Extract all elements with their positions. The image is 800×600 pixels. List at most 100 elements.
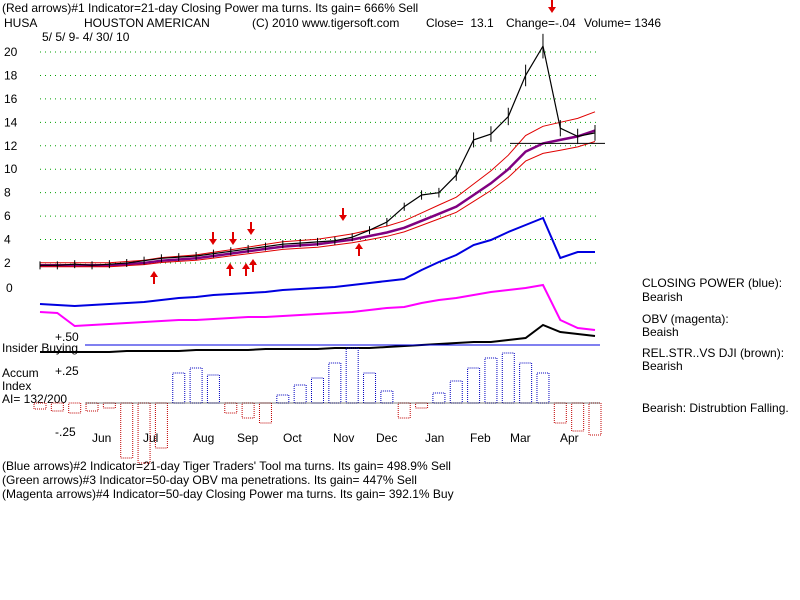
accum-bar	[415, 402, 429, 409]
accum-bar	[328, 362, 342, 404]
indicator-2-caption: (Blue arrows)#2 Indicator=21-day Tiger T…	[2, 459, 451, 473]
y-tick-label-18: 18	[4, 68, 18, 82]
accum-bar	[50, 402, 64, 412]
y-tick-label-14: 14	[4, 115, 18, 129]
obv-value: Beaish	[642, 325, 679, 339]
buy-arrow	[226, 263, 234, 276]
accum-bar	[345, 347, 359, 404]
accum-bar	[224, 402, 238, 414]
x-axis-months: Jun Jul Aug Sep Oct Nov Dec Jan Feb Mar Apr	[92, 431, 579, 445]
arrow-head	[150, 271, 158, 277]
date-range: 5/ 5/ 9- 4/ 30/ 10	[42, 30, 130, 44]
accum-bar	[311, 377, 324, 404]
accum-bar	[120, 402, 134, 459]
closing-power-value: Bearish	[642, 290, 683, 304]
close-value: Close= 13.1	[426, 16, 494, 30]
price-close-line	[40, 44, 596, 266]
buy-arrow	[249, 259, 257, 272]
grid-lines	[40, 51, 600, 264]
month-label-jun: Jun	[92, 431, 111, 445]
indicator-4-caption: (Magenta arrows)#4 Indicator=50-day Clos…	[2, 487, 454, 501]
accum-bar	[432, 392, 446, 404]
sell-arrow	[209, 232, 217, 245]
price-series	[39, 33, 596, 270]
closing-power-title: CLOSING POWER (blue):	[642, 276, 783, 290]
change-value: Change=-.04	[506, 16, 576, 30]
accum-bar	[33, 402, 47, 410]
indicator-3-caption: (Green arrows)#3 Indicator=50-day OBV ma…	[2, 473, 417, 487]
closing-power-line	[39, 216, 595, 308]
obv-title: OBV (magenta):	[642, 312, 729, 326]
accum-index-histogram	[33, 347, 602, 464]
ai-label: AI= 132/200	[2, 392, 68, 406]
lower-band-line	[40, 141, 596, 268]
rel-strength-title: REL.STR..VS DJI (brown):	[642, 346, 785, 360]
moving-averages	[40, 111, 605, 268]
y-tick-label-8: 8	[4, 186, 11, 200]
accum-bar	[449, 380, 463, 404]
sell-arrow	[229, 232, 237, 245]
arrow-head	[249, 259, 257, 265]
accum-bar	[571, 402, 585, 432]
month-label-nov: Nov	[333, 431, 354, 445]
accum-bar	[501, 352, 515, 404]
accum-bar	[397, 402, 411, 419]
month-label-apr: Apr	[560, 431, 579, 445]
arrow-head	[229, 239, 237, 245]
buy-arrow	[242, 263, 250, 276]
month-label-aug: Aug	[193, 431, 214, 445]
zero-label: 0	[6, 281, 13, 295]
y-tick-label-10: 10	[4, 162, 18, 176]
arrow-head	[247, 229, 255, 235]
y-tick-label-6: 6	[4, 209, 11, 223]
accum-bar	[206, 374, 220, 404]
y-tick-label-4: 4	[4, 233, 11, 247]
arrow-head	[548, 7, 556, 13]
y-tick-label-20: 20	[4, 45, 18, 59]
month-label-dec: Dec	[376, 431, 397, 445]
rel-strength-value: Bearish	[642, 359, 683, 373]
rel-strength-line	[40, 323, 596, 353]
y-axis-ticks: 20 18 16 14 12 10 8 6 4 2	[4, 45, 18, 270]
y-tick-label-12: 12	[4, 139, 18, 153]
month-label-jan: Jan	[425, 431, 444, 445]
accum-bar	[380, 390, 394, 404]
accum-bar	[68, 402, 82, 414]
index-label: Index	[2, 379, 32, 393]
accum-bar	[172, 372, 186, 404]
accum-bar	[258, 402, 272, 424]
arrow-head	[242, 263, 250, 269]
accum-bar	[363, 372, 377, 404]
plus25-label: +.25	[55, 364, 79, 378]
buy-arrow	[355, 243, 363, 256]
arrow-head	[339, 215, 347, 221]
accum-bar	[588, 402, 602, 436]
y-tick-label-16: 16	[4, 92, 18, 106]
month-label-sep: Sep	[237, 431, 259, 445]
y-tick-label-2: 2	[4, 256, 11, 270]
buy-arrow	[150, 271, 158, 284]
sell-arrow	[548, 0, 556, 13]
accum-bar	[484, 357, 498, 404]
arrow-head	[355, 243, 363, 249]
accum-bar	[189, 367, 203, 404]
accum-bar	[276, 394, 290, 404]
obv-line	[39, 283, 596, 331]
arrow-head	[209, 239, 217, 245]
accum-label: Accum	[2, 366, 39, 380]
month-label-jul: Jul	[143, 431, 158, 445]
month-label-feb: Feb	[470, 431, 491, 445]
accum-bar	[85, 402, 99, 412]
indicator-1-caption: (Red arrows)#1 Indicator=21-day Closing …	[2, 1, 419, 15]
copyright: (C) 2010 www.tigersoft.com	[252, 16, 400, 30]
sell-arrow	[247, 222, 255, 235]
indicator-panels	[39, 216, 600, 353]
accum-bar	[241, 402, 255, 419]
accum-bar	[519, 362, 533, 404]
company-name: HOUSTON AMERICAN	[84, 16, 210, 30]
ticker-symbol: HUSA	[4, 16, 38, 30]
month-label-mar: Mar	[510, 431, 531, 445]
signal-arrows	[150, 0, 556, 284]
accum-bar	[467, 367, 481, 404]
